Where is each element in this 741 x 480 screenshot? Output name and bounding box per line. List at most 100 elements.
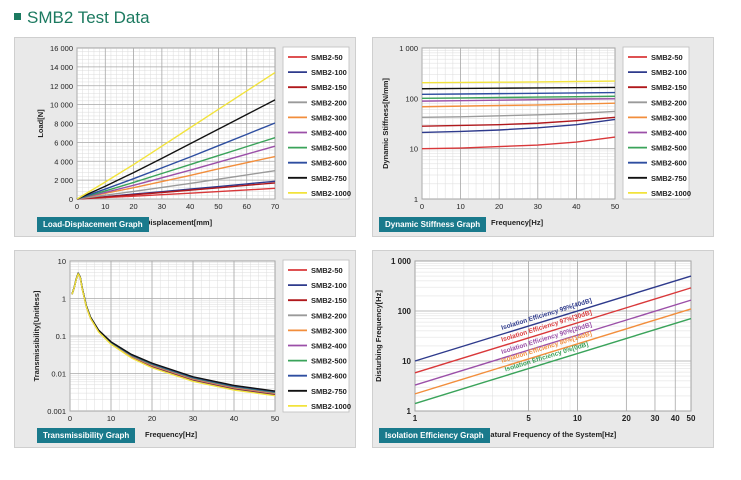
x-tick-label: 40 [671, 414, 680, 423]
x-axis-label: Natural Frequency of the System[Hz] [485, 430, 617, 439]
legend-label: SMB2-400 [651, 129, 687, 138]
efficiency-line [414, 308, 692, 395]
page-title: SMB2 Test Data [14, 8, 150, 28]
x-axis-label: Displacement[mm] [145, 218, 213, 227]
panel-transmissibility: 0 10 20 30 40 50 0.001 0.01 0.1 1 10 Frequency[Hz] T… [14, 250, 356, 448]
x-tick-label: 40 [572, 202, 580, 211]
efficiency-line [414, 299, 692, 386]
x-tick-label: 30 [534, 202, 542, 211]
load-displacement-chart: 0 10 20 30 40 50 60 70 0 2 000 4 000 6 000 8 000 10 0… [36, 44, 351, 227]
legend-label: SMB2-100 [651, 68, 687, 77]
y-tick-label: 6 000 [54, 138, 73, 147]
x-tick-label: 0 [420, 202, 424, 211]
y-tick-label: 0.001 [47, 407, 66, 416]
x-tick-label: 50 [611, 202, 619, 211]
panel-load-displacement: 0 10 20 30 40 50 60 70 0 2 000 4 000 6 000 8 000 10 0… [14, 37, 356, 237]
x-tick-label: 40 [230, 414, 238, 423]
badge-transmissibility: Transmissibility Graph [37, 428, 136, 443]
y-tick-label: 10 000 [50, 101, 73, 110]
legend-label: SMB2-750 [651, 174, 687, 183]
grid [414, 260, 692, 412]
y-tick-label: 0.01 [51, 370, 66, 379]
series-line [76, 122, 276, 200]
y-tick-label: 1 [414, 195, 418, 204]
badge-dynamic-stiffness: Dynamic Stiffness Graph [379, 217, 487, 232]
x-tick-label: 30 [651, 414, 660, 423]
legend-label: SMB2-200 [311, 98, 347, 107]
legend-label: SMB2-50 [651, 53, 683, 62]
x-tick-label: 0 [68, 414, 72, 423]
legend-label: SMB2-300 [311, 113, 347, 122]
legend: SMB2-50 SMB2-100 SMB2-150 SMB2-200 SMB2-300 S… [288, 53, 351, 198]
page-title-text: SMB2 Test Data [27, 8, 150, 27]
series-line [76, 99, 276, 200]
y-axis-label: Transmissibility[Unitless] [32, 290, 41, 381]
y-axis-label: Load[N] [36, 109, 45, 138]
y-axis-label: Disturbing Frequency[Hz] [374, 290, 383, 382]
series-line [421, 110, 616, 118]
legend-label: SMB2-600 [311, 372, 347, 381]
series-line [421, 95, 616, 100]
legend-label: SMB2-300 [311, 326, 347, 335]
legend-label: SMB2-50 [311, 53, 343, 62]
legend-label: SMB2-750 [311, 387, 347, 396]
series-line [421, 98, 616, 102]
x-tick-label: 60 [243, 202, 251, 211]
series-line [421, 136, 616, 150]
legend-label: SMB2-600 [311, 159, 347, 168]
x-tick-label: 20 [129, 202, 137, 211]
series-group [76, 71, 276, 200]
badge-load-displacement: Load-Displacement Graph [37, 217, 149, 232]
series-line [76, 182, 276, 200]
legend-label: SMB2-100 [311, 68, 347, 77]
series-line [421, 102, 616, 108]
series-line [71, 273, 276, 397]
y-tick-label: 1 [407, 407, 412, 416]
series-group [71, 272, 276, 397]
x-tick-label: 50 [687, 414, 696, 423]
legend-label: SMB2-150 [651, 83, 687, 92]
series-line [76, 187, 276, 200]
legend-label: SMB2-300 [651, 113, 687, 122]
x-tick-label: 10 [456, 202, 464, 211]
x-tick-label: 40 [186, 202, 194, 211]
legend-label: SMB2-1000 [311, 189, 351, 198]
y-tick-label: 10 [410, 145, 418, 154]
y-tick-label: 100 [405, 94, 418, 103]
efficiency-line [414, 287, 692, 374]
legend-label: SMB2-500 [651, 144, 687, 153]
legend-label: SMB2-600 [651, 159, 687, 168]
panel-dynamic-stiffness: 0 10 20 30 40 50 1 10 100 1 000 Frequency[Hz] Dynam… [372, 37, 714, 237]
x-tick-label: 70 [271, 202, 279, 211]
legend-label: SMB2-400 [311, 342, 347, 351]
y-tick-label: 10 [402, 357, 411, 366]
x-axis-label: Frequency[Hz] [145, 430, 198, 439]
efficiency-line [414, 317, 692, 405]
x-tick-label: 0 [75, 202, 79, 211]
isolation-efficiency-chart: 1 5 10 20 30 40 50 1 10 100 1 000 Natural Frequency… [374, 257, 696, 439]
title-bullet-icon [14, 13, 21, 21]
x-tick-label: 1 [413, 414, 418, 423]
panel-isolation-efficiency: 1 5 10 20 30 40 50 1 10 100 1 000 Natural Frequency… [372, 250, 714, 448]
legend-label: SMB2-50 [311, 266, 343, 275]
x-tick-label: 10 [101, 202, 109, 211]
x-tick-label: 50 [214, 202, 222, 211]
x-tick-label: 10 [107, 414, 115, 423]
legend-label: SMB2-400 [311, 129, 347, 138]
series-line [421, 116, 616, 127]
series-line [421, 86, 616, 90]
dynamic-stiffness-chart: 0 10 20 30 40 50 1 10 100 1 000 Frequency[Hz] Dynam… [381, 44, 691, 227]
series-line [76, 155, 276, 200]
x-tick-label: 20 [622, 414, 631, 423]
y-tick-label: 1 [62, 295, 66, 304]
legend-label: SMB2-500 [311, 144, 347, 153]
y-tick-label: 8 000 [54, 120, 73, 129]
grid [76, 47, 276, 200]
y-tick-label: 1 000 [399, 44, 418, 53]
y-tick-label: 2 000 [54, 176, 73, 185]
legend-label: SMB2-200 [311, 311, 347, 320]
x-axis-label: Frequency[Hz] [491, 218, 544, 227]
badge-isolation-efficiency: Isolation Efficiency Graph [379, 428, 490, 443]
legend-label: SMB2-100 [311, 281, 347, 290]
x-tick-label: 50 [271, 414, 279, 423]
